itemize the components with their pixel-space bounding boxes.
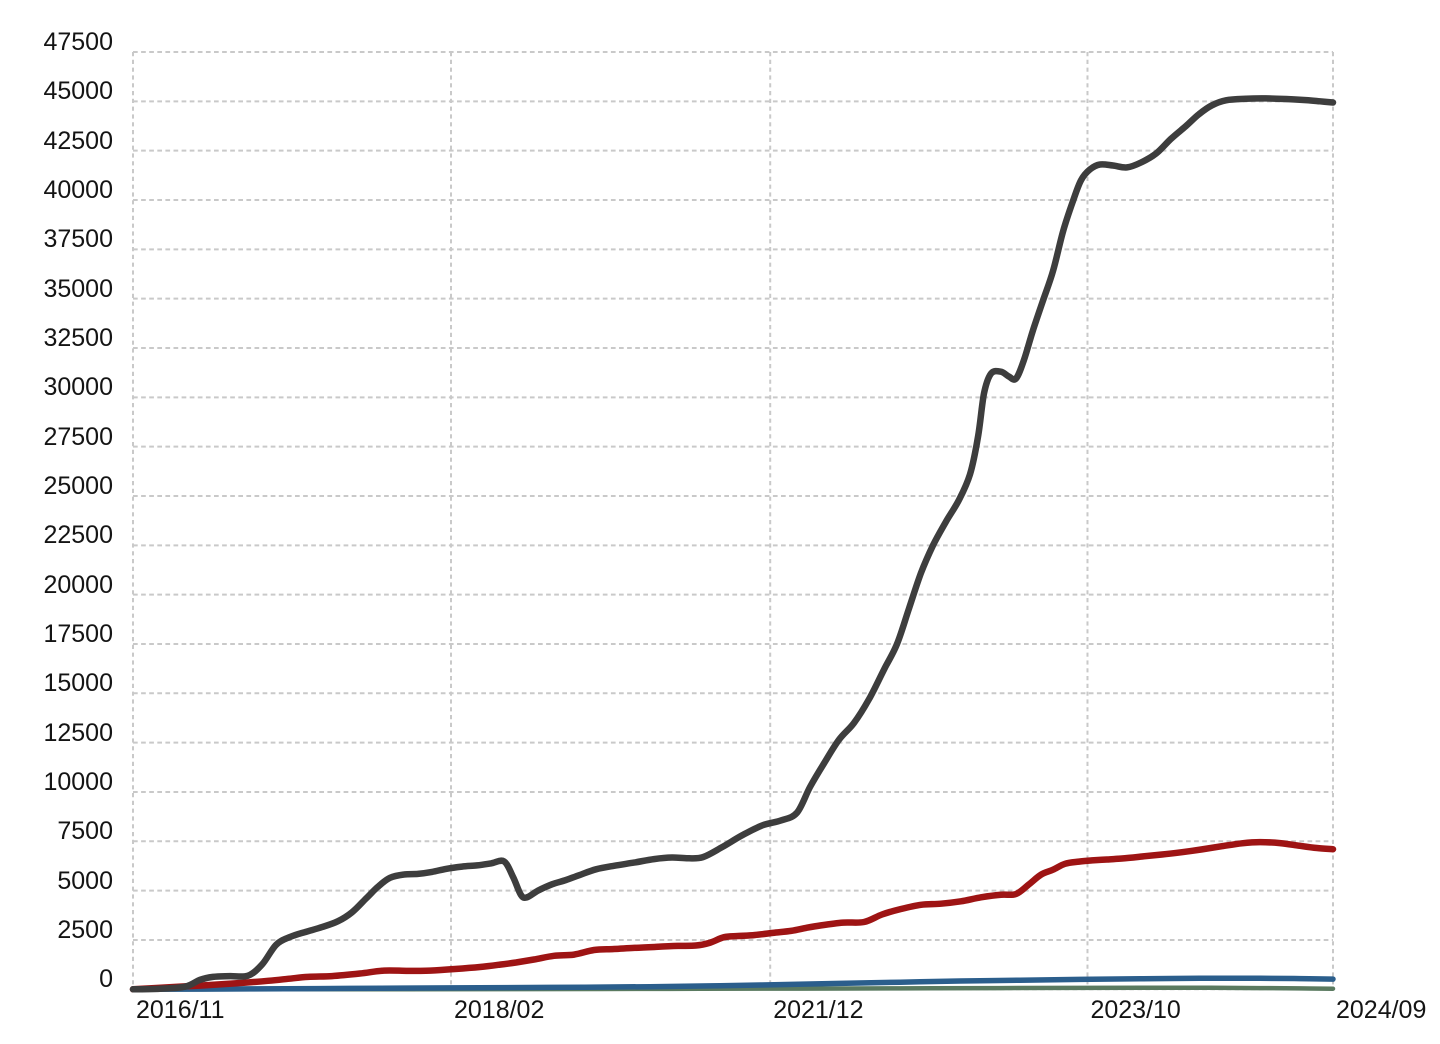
y-tick-label: 15000	[43, 669, 113, 698]
y-tick-label: 7500	[57, 817, 113, 846]
y-tick-label: 40000	[43, 175, 113, 204]
y-tick-label: 37500	[43, 225, 113, 254]
y-tick-label: 32500	[43, 323, 113, 352]
y-tick-label: 35000	[43, 274, 113, 303]
y-tick-label: 2500	[57, 915, 113, 944]
series-lines	[129, 95, 1337, 993]
y-tick-label: 47500	[43, 28, 113, 56]
y-tick-label: 30000	[43, 373, 113, 402]
y-tick-label: 25000	[43, 471, 113, 500]
dark-red-line	[129, 838, 1337, 993]
x-tick-label: 2018/02	[454, 996, 545, 1024]
y-tick-label: 10000	[43, 767, 113, 796]
y-tick-label: 42500	[43, 126, 113, 155]
horizontal-gridlines	[133, 51, 1333, 991]
y-tick-label: 17500	[43, 619, 113, 648]
y-tick-label: 27500	[43, 422, 113, 451]
y-tick-label: 12500	[43, 718, 113, 747]
x-tick-label: 2021/12	[773, 996, 864, 1024]
x-tick-label: 2023/10	[1090, 996, 1181, 1024]
x-tick-label: 2024/09	[1336, 996, 1427, 1024]
y-tick-label: 45000	[43, 77, 113, 106]
x-tick-label: 2016/11	[136, 996, 225, 1024]
y-tick-label: 0	[99, 965, 113, 994]
vertical-gridlines	[132, 52, 1334, 990]
charcoal-line	[129, 95, 1337, 993]
y-tick-label: 20000	[43, 570, 113, 599]
y-tick-label: 22500	[43, 521, 113, 550]
steel-blue-line	[130, 975, 1336, 993]
y-tick-label: 5000	[57, 866, 113, 895]
